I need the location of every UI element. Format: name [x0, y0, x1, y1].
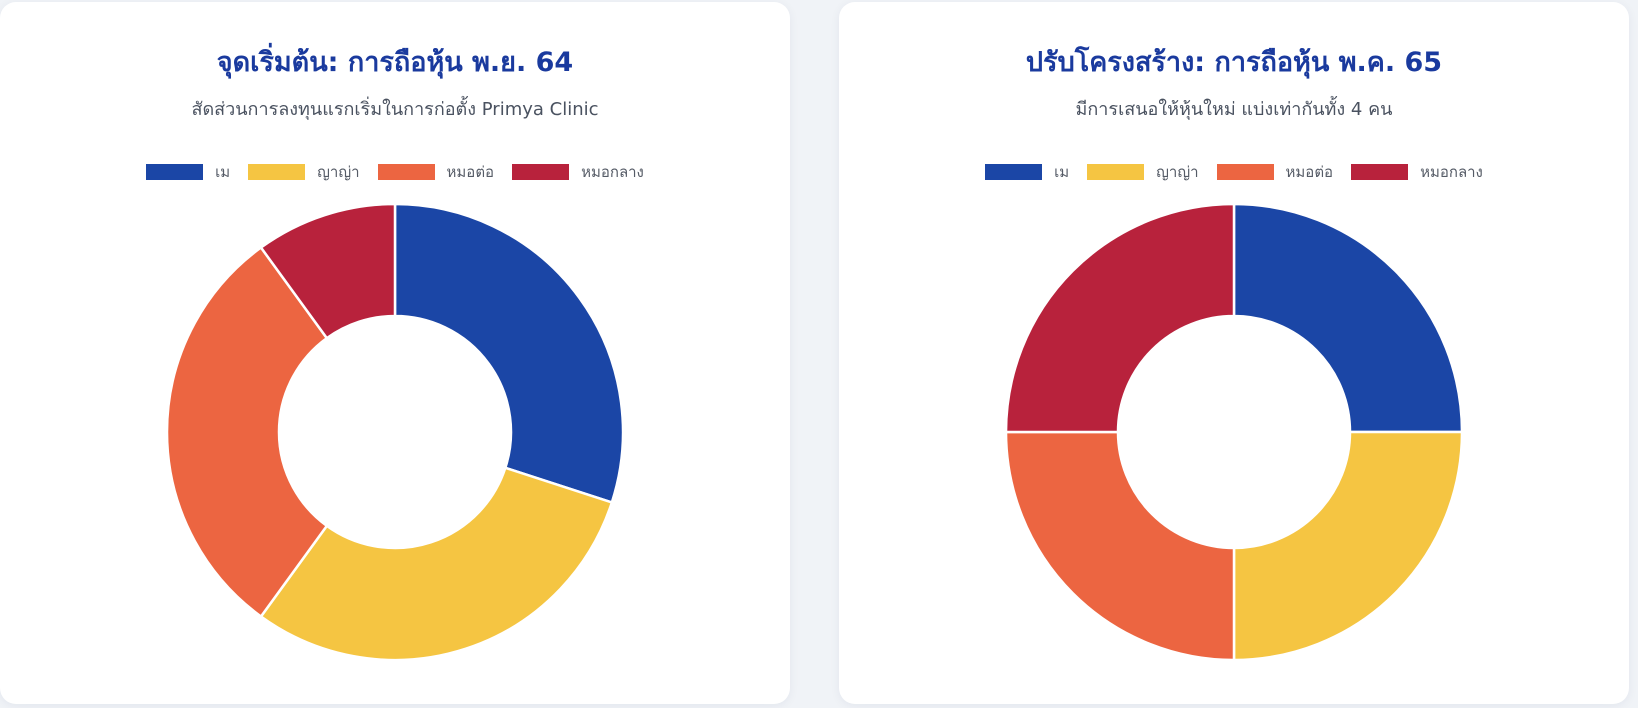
- legend-swatch: [1087, 164, 1145, 180]
- doughnut-chart: [1004, 202, 1464, 662]
- legend-swatch: [146, 164, 204, 180]
- chart-subtitle: มีการเสนอให้หุ้นใหม่ แบ่งเท่ากันทั้ง 4 ค…: [1075, 99, 1393, 120]
- chart-title: จุดเริ่มต้น: การถือหุ้น พ.ย. 64: [216, 47, 574, 78]
- legend-label: ญาญ่า: [1156, 163, 1199, 181]
- legend-item-mor-tor[interactable]: หมอต่อ: [377, 160, 495, 184]
- pie-slice-mae[interactable]: [393, 202, 625, 504]
- chart-subtitle: สัดส่วนการลงทุนแรกเริ่มในการก่อตั้ง Prim…: [191, 99, 599, 120]
- pie-slice-yaya[interactable]: [259, 466, 614, 662]
- legend-item-mor-klang[interactable]: หมอกลาง: [512, 160, 644, 184]
- legend-item-mae[interactable]: เม: [146, 160, 230, 184]
- chart-title: ปรับโครงสร้าง: การถือหุ้น พ.ค. 65: [1025, 47, 1443, 78]
- chart-card-initial: จุดเริ่มต้น: การถือหุ้น พ.ย. 64 สัดส่วนก…: [0, 2, 790, 704]
- doughnut-chart: [165, 202, 625, 662]
- legend-label: ญาญ่า: [317, 163, 360, 181]
- chart-legend: เม ญาญ่า หมอต่อ หมอกลาง: [0, 160, 790, 184]
- legend-item-mae[interactable]: เม: [985, 160, 1069, 184]
- legend-swatch: [1351, 164, 1409, 180]
- pie-slice-mor-klang[interactable]: [259, 202, 397, 340]
- legend-swatch: [248, 164, 306, 180]
- legend-item-yaya[interactable]: ญาญ่า: [248, 160, 360, 184]
- legend-label: หมอต่อ: [446, 163, 495, 181]
- legend-label: หมอกลาง: [581, 163, 644, 181]
- chart-card-restructure: ปรับโครงสร้าง: การถือหุ้น พ.ค. 65 มีการเ…: [839, 2, 1629, 704]
- legend-label: เม: [1054, 163, 1070, 181]
- legend-swatch: [1216, 164, 1274, 180]
- legend-swatch: [377, 164, 435, 180]
- legend-item-mor-klang[interactable]: หมอกลาง: [1351, 160, 1483, 184]
- legend-swatch: [985, 164, 1043, 180]
- legend-label: เม: [215, 163, 231, 181]
- legend-label: หมอต่อ: [1285, 163, 1334, 181]
- legend-item-mor-tor[interactable]: หมอต่อ: [1216, 160, 1334, 184]
- legend-swatch: [512, 164, 570, 180]
- legend-label: หมอกลาง: [1420, 163, 1483, 181]
- pie-slice-mae[interactable]: [1232, 202, 1464, 434]
- pie-slice-mor-tor[interactable]: [1004, 430, 1236, 662]
- pie-slice-mor-tor[interactable]: [165, 246, 329, 618]
- pie-slice-mor-klang[interactable]: [1004, 202, 1236, 434]
- pie-slice-yaya[interactable]: [1232, 430, 1464, 662]
- legend-item-yaya[interactable]: ญาญ่า: [1087, 160, 1199, 184]
- chart-legend: เม ญาญ่า หมอต่อ หมอกลาง: [839, 160, 1629, 184]
